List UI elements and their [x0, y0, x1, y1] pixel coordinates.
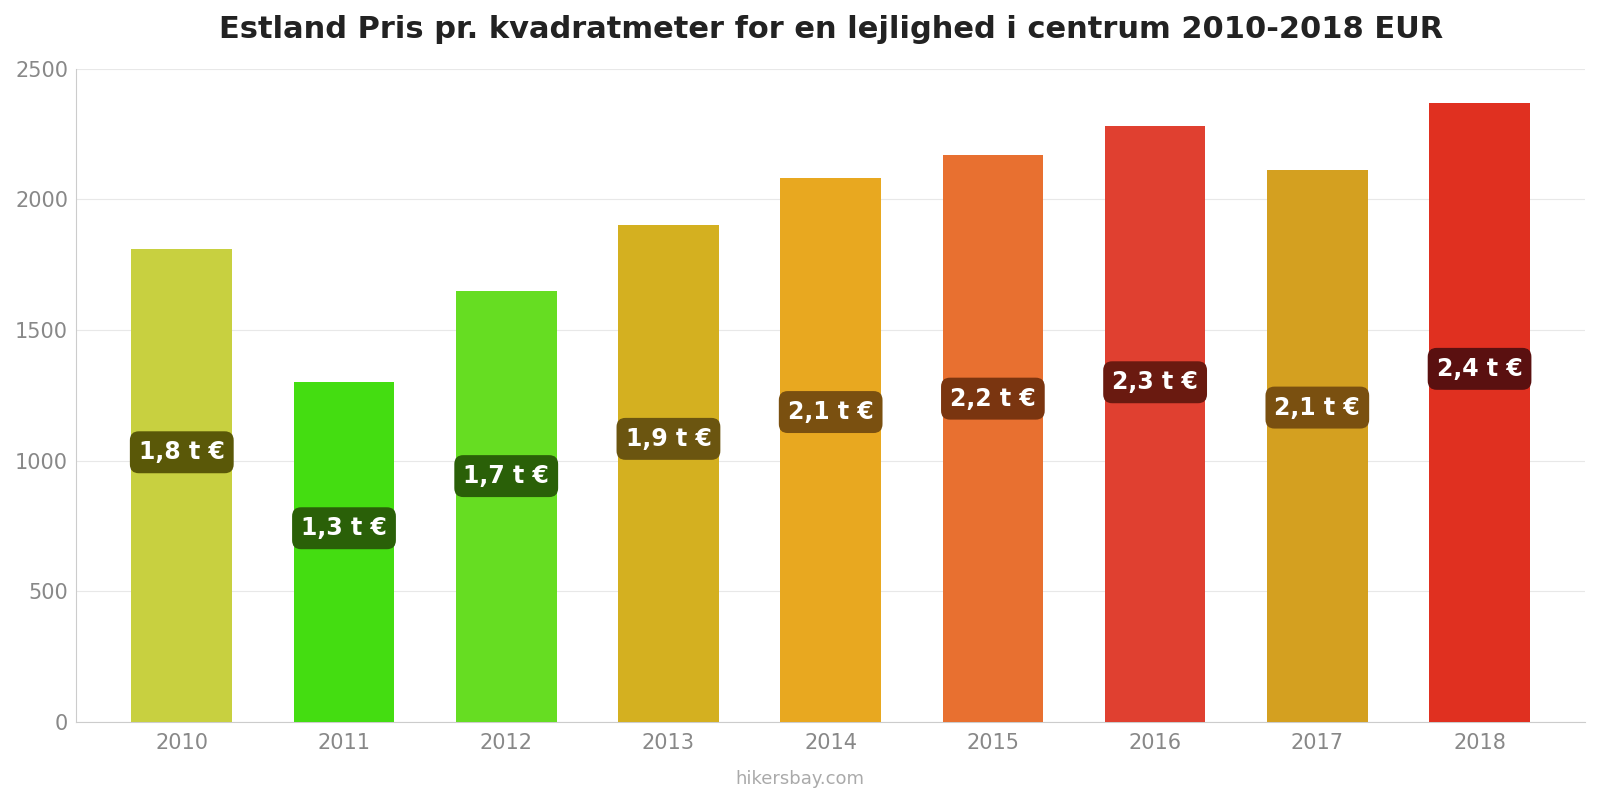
- Bar: [618, 226, 718, 722]
- Bar: [1267, 170, 1368, 722]
- Bar: [131, 249, 232, 722]
- Bar: [456, 290, 557, 722]
- Bar: [1429, 102, 1530, 722]
- Title: Estland Pris pr. kvadratmeter for en lejlighed i centrum 2010-2018 EUR: Estland Pris pr. kvadratmeter for en lej…: [219, 15, 1443, 44]
- Text: 1,9 t €: 1,9 t €: [626, 427, 712, 451]
- Text: 2,2 t €: 2,2 t €: [950, 386, 1035, 410]
- Text: 1,3 t €: 1,3 t €: [301, 516, 387, 540]
- Text: hikersbay.com: hikersbay.com: [736, 770, 864, 788]
- Text: 2,1 t €: 2,1 t €: [787, 400, 874, 424]
- Bar: [1106, 126, 1205, 722]
- Bar: [942, 154, 1043, 722]
- Text: 1,8 t €: 1,8 t €: [139, 440, 224, 464]
- Text: 2,4 t €: 2,4 t €: [1437, 357, 1523, 381]
- Bar: [294, 382, 394, 722]
- Text: 2,3 t €: 2,3 t €: [1112, 370, 1198, 394]
- Text: 2,1 t €: 2,1 t €: [1275, 395, 1360, 419]
- Text: 1,7 t €: 1,7 t €: [464, 464, 549, 488]
- Bar: [781, 178, 882, 722]
